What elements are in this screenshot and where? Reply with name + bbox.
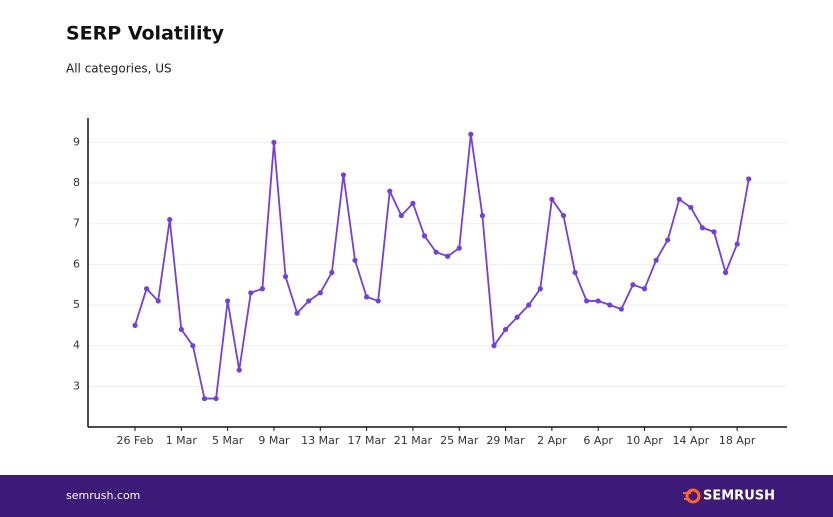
data-point	[722, 269, 729, 276]
data-point	[271, 139, 277, 145]
data-point	[317, 290, 323, 296]
data-point	[630, 282, 636, 288]
data-point	[375, 298, 381, 304]
x-tick-label: 1 Mar	[166, 434, 198, 447]
x-tick-label: 26 Feb	[117, 434, 154, 447]
data-point	[410, 200, 416, 206]
data-point	[167, 217, 173, 223]
x-tick-label: 18 Apr	[719, 434, 756, 447]
x-tick-label: 21 Mar	[394, 434, 433, 447]
y-tick-label: 7	[73, 217, 80, 230]
data-point	[526, 302, 532, 308]
data-point	[688, 204, 694, 211]
data-point	[225, 298, 231, 304]
data-point	[248, 290, 254, 296]
data-point	[213, 395, 219, 402]
data-point	[352, 257, 358, 263]
data-point	[456, 245, 462, 251]
data-point	[259, 286, 265, 292]
data-point	[340, 172, 347, 178]
x-tick-label: 2 Apr	[537, 434, 567, 447]
x-tick-label: 29 Mar	[486, 434, 525, 447]
x-tick-label: 5 Mar	[212, 434, 244, 447]
footer-brand: SEMRUSH	[703, 489, 775, 504]
data-point	[607, 302, 613, 308]
data-point	[641, 286, 648, 292]
data-point	[699, 225, 706, 231]
data-point	[595, 298, 601, 304]
data-point	[734, 241, 740, 247]
x-tick-label: 13 Mar	[301, 434, 340, 447]
data-point	[653, 257, 659, 263]
chart-title: SERP Volatility	[66, 23, 225, 45]
data-point	[398, 212, 404, 219]
y-tick-label: 9	[73, 135, 80, 148]
data-point	[560, 212, 567, 219]
data-point	[178, 326, 184, 333]
data-point	[132, 322, 138, 328]
data-point	[421, 233, 428, 239]
data-point	[236, 367, 242, 373]
line-series	[134, 134, 750, 400]
data-point	[491, 343, 497, 349]
data-point	[201, 395, 208, 402]
data-point	[155, 298, 161, 304]
x-tick-label: 6 Apr	[583, 434, 613, 447]
data-point	[433, 249, 439, 255]
data-point	[665, 237, 671, 243]
y-tick-label: 8	[73, 176, 80, 189]
data-point	[746, 176, 752, 182]
x-tick-label: 9 Mar	[258, 434, 290, 447]
footer-bar	[0, 475, 833, 517]
data-point	[306, 298, 312, 304]
data-point	[282, 273, 289, 280]
data-point	[329, 269, 335, 276]
plot: 3 4 5 6 7 8 9 26 Feb 1 Mar 5 Mar 9 Mar 13 Mar 17 Mar…	[73, 118, 787, 447]
y-tick-label: 3	[73, 379, 80, 392]
chart-subtitle: All categories, US	[66, 62, 172, 76]
data-point	[549, 196, 555, 202]
data-point	[514, 314, 520, 320]
y-tick-label: 6	[73, 257, 80, 270]
data-point	[584, 298, 590, 304]
x-tick-label: 25 Mar	[440, 434, 479, 447]
data-point	[143, 286, 150, 292]
data-point	[387, 188, 393, 194]
data-point	[676, 196, 682, 202]
x-tick-label: 14 Apr	[673, 434, 710, 447]
brand-logo	[683, 488, 701, 504]
data-point	[190, 343, 196, 349]
data-point	[364, 294, 370, 300]
x-tick-label: 10 Apr	[626, 434, 663, 447]
data-point	[711, 229, 717, 235]
data-point	[294, 310, 300, 316]
x-tick-label: 17 Mar	[347, 434, 386, 447]
data-point	[445, 253, 451, 259]
footer-site: semrush.com	[66, 489, 140, 502]
y-tick-label: 5	[73, 298, 80, 311]
data-point	[502, 326, 509, 333]
data-point	[572, 269, 578, 276]
data-point	[479, 212, 485, 219]
data-point	[468, 131, 474, 137]
data-point	[537, 286, 543, 292]
y-tick-label: 4	[73, 339, 80, 352]
data-point	[618, 306, 624, 312]
